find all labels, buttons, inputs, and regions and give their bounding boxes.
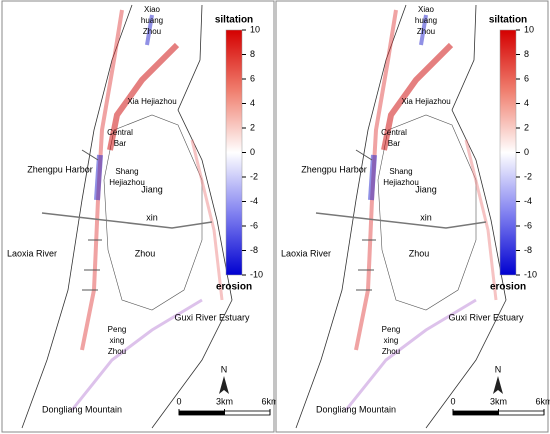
colorbar-tick-label: 2 <box>524 122 529 132</box>
place-label: Xia Hejiazhou <box>401 97 450 106</box>
colorbar-tick-label: 8 <box>524 49 529 59</box>
place-label: Hejiazhou <box>109 178 145 187</box>
colorbar-tick-label: 2 <box>250 122 255 132</box>
place-label: Laoxia River <box>281 248 331 258</box>
scale-label: 3km <box>216 396 233 406</box>
place-label: Hejiazhou <box>383 178 419 187</box>
place-label: xin <box>146 212 158 222</box>
place-label: huang <box>415 16 437 25</box>
colorbar-tick-label: -10 <box>250 269 263 279</box>
place-label: Shang <box>115 167 138 176</box>
colorbar-tick-label: 4 <box>524 98 529 108</box>
place-label: Laoxia River <box>7 248 57 258</box>
north-label: N <box>495 364 502 374</box>
colorbar <box>499 29 517 276</box>
place-label: Jiang <box>141 184 163 194</box>
place-label: Bar <box>388 139 401 148</box>
colorbar-title: siltation <box>489 15 527 26</box>
colorbar-tick-label: -4 <box>250 196 258 206</box>
colorbar-tick-label: -4 <box>524 196 532 206</box>
colorbar-tick-label: -2 <box>250 171 258 181</box>
scale-label: 0 <box>450 396 455 406</box>
north-arrow <box>493 376 503 394</box>
place-label: huang <box>141 16 163 25</box>
colorbar-tick-label: -2 <box>524 171 532 181</box>
colorbar-tick-label: -10 <box>524 269 537 279</box>
place-label: Zhou <box>108 347 126 356</box>
colorbar <box>225 29 243 276</box>
place-label: Dongliang Mountain <box>42 404 122 414</box>
colorbar-tick-label: 6 <box>524 73 529 83</box>
colorbar-tick-label: -8 <box>524 245 532 255</box>
place-label: Xiao <box>144 5 161 14</box>
place-label: Shang <box>389 167 412 176</box>
place-label: Bar <box>114 139 127 148</box>
place-label: xing <box>110 336 125 345</box>
place-label: Zhou <box>382 347 400 356</box>
colorbar-title: erosion <box>216 282 252 293</box>
scale-label: 6km <box>535 396 550 406</box>
place-label: xing <box>384 336 399 345</box>
place-label: Zhengpu Harbor <box>27 164 93 174</box>
colorbar-tick-label: -8 <box>250 245 258 255</box>
north-label: N <box>221 364 228 374</box>
place-label: Peng <box>382 325 401 334</box>
colorbar-title: erosion <box>490 282 526 293</box>
place-label: Dongliang Mountain <box>316 404 396 414</box>
scale-label: 3km <box>490 396 507 406</box>
scale-label: 0 <box>176 396 181 406</box>
colorbar-tick-label: 0 <box>524 147 529 157</box>
map-panel: Xiao huang Zhou Xia Hejiazhou Central Bar Zhen… <box>275 0 550 433</box>
colorbar-tick-label: 10 <box>524 24 534 34</box>
place-label: Xiao <box>418 5 435 14</box>
colorbar-tick-label: 10 <box>250 24 260 34</box>
colorbar-tick-label: -6 <box>524 220 532 230</box>
colorbar-tick-label: 4 <box>250 98 255 108</box>
scale-bar-fill <box>179 411 225 415</box>
map-panel: Xiao huang Zhou Xia Hejiazhou Central Bar Zhen… <box>1 0 279 433</box>
place-label: Zhou <box>417 27 435 36</box>
colorbar-tick-label: 0 <box>250 147 255 157</box>
place-label: Zhou <box>135 248 156 258</box>
place-label: Zhou <box>409 248 430 258</box>
place-label: Zhengpu Harbor <box>301 164 367 174</box>
place-label: xin <box>420 212 432 222</box>
scale-label: 6km <box>261 396 278 406</box>
place-label: Zhou <box>143 27 161 36</box>
place-label: Guxi River Estuary <box>448 312 524 322</box>
place-label: Guxi River Estuary <box>174 312 250 322</box>
place-label: Central <box>107 128 133 137</box>
place-label: Xia Hejiazhou <box>127 97 176 106</box>
place-label: Jiang <box>415 184 437 194</box>
place-label: Peng <box>108 325 127 334</box>
place-label: Central <box>381 128 407 137</box>
scale-bar-fill <box>453 411 499 415</box>
colorbar-title: siltation <box>215 15 253 26</box>
colorbar-tick-label: 8 <box>250 49 255 59</box>
north-arrow <box>219 376 229 394</box>
colorbar-tick-label: 6 <box>250 73 255 83</box>
colorbar-tick-label: -6 <box>250 220 258 230</box>
